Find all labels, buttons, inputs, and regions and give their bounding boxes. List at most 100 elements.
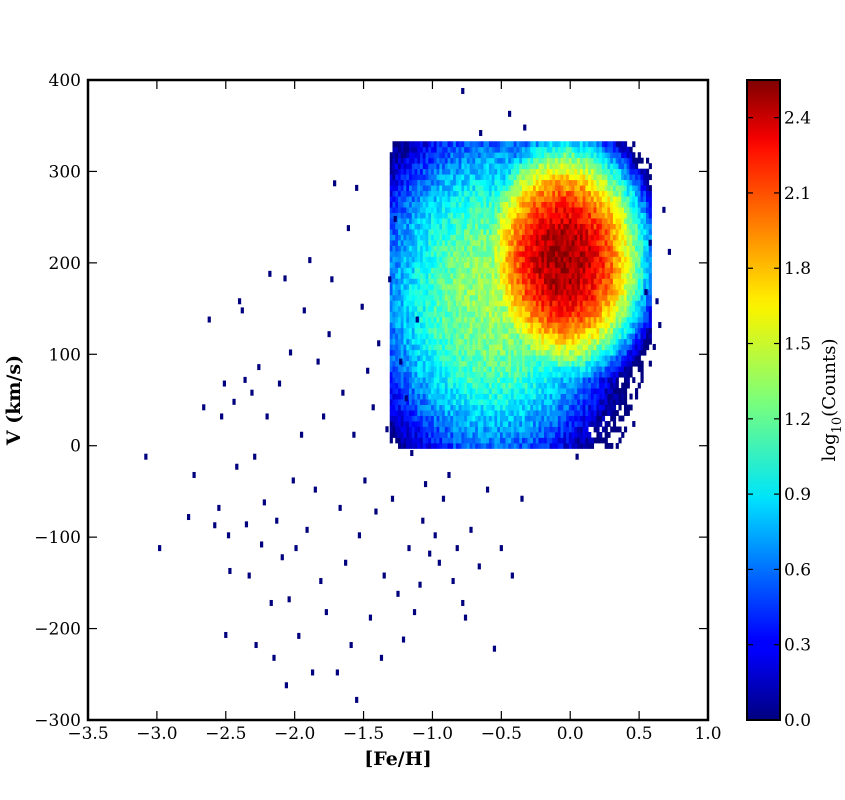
density-cell — [453, 404, 457, 411]
density-cell — [533, 185, 537, 192]
density-cell — [544, 141, 548, 148]
density-cell — [549, 174, 553, 181]
density-cell — [615, 278, 619, 285]
density-cell — [610, 294, 614, 301]
density-cell — [615, 196, 619, 202]
density-cell — [596, 174, 600, 181]
density-cell — [450, 223, 454, 230]
density-cell — [533, 141, 537, 148]
density-cell — [549, 278, 553, 285]
density-cell — [497, 426, 501, 433]
density-cell — [626, 234, 630, 241]
density-cell — [637, 207, 641, 213]
density-cell — [453, 311, 457, 318]
density-cell — [403, 410, 407, 416]
density-cell — [571, 267, 575, 274]
density-cell — [557, 410, 561, 416]
density-cell — [612, 294, 617, 301]
density-cell — [535, 393, 539, 400]
density-cell — [604, 229, 608, 235]
density-cell — [392, 338, 396, 345]
density-cell — [541, 442, 545, 449]
density-cell — [555, 272, 559, 279]
density-cell — [447, 305, 451, 312]
density-cell — [607, 272, 611, 279]
density-cell — [579, 371, 584, 378]
density-cell — [453, 327, 457, 334]
density-cell — [601, 393, 606, 400]
density-cell — [395, 146, 399, 153]
density-cell — [555, 229, 559, 235]
density-cell — [601, 141, 606, 148]
density-cell — [466, 141, 471, 148]
density-cell — [566, 371, 570, 378]
density-cell — [634, 168, 639, 175]
density-cell — [566, 333, 570, 340]
density-cell — [444, 305, 448, 312]
density-cell — [524, 218, 528, 224]
density-cell — [596, 212, 600, 219]
density-cell — [527, 360, 531, 367]
density-cell — [464, 442, 468, 449]
density-cell — [563, 185, 567, 192]
density-cell — [477, 432, 482, 438]
density-cell — [497, 338, 501, 345]
density-cell — [450, 311, 454, 318]
density-cell — [582, 256, 586, 263]
density-cell — [491, 437, 495, 444]
density-cell — [524, 349, 528, 356]
density-cell — [544, 168, 548, 175]
density-cell — [541, 179, 545, 186]
density-cell — [406, 360, 410, 367]
density-cell — [499, 245, 504, 252]
density-cell — [497, 234, 501, 241]
density-cell — [510, 163, 515, 170]
density-cell — [593, 157, 597, 164]
density-cell — [444, 294, 448, 301]
density-cell — [389, 218, 393, 224]
density-cell — [389, 311, 393, 318]
density-cell — [533, 349, 537, 356]
density-cell — [555, 410, 559, 416]
density-cell — [439, 141, 443, 148]
density-cell — [541, 316, 545, 323]
density-cell — [571, 278, 575, 285]
density-cell — [571, 174, 575, 181]
density-cell — [406, 207, 410, 213]
density-cell — [544, 300, 548, 307]
density-cell — [414, 410, 418, 416]
density-cell — [447, 245, 451, 252]
density-cell — [607, 234, 611, 241]
density-cell — [618, 388, 622, 394]
density-cell — [420, 393, 424, 400]
density-cell — [615, 212, 619, 219]
density-cell — [411, 245, 415, 252]
density-cell — [541, 300, 545, 307]
density-cell — [579, 267, 584, 274]
density-cell — [552, 196, 556, 202]
density-cell — [590, 371, 595, 378]
density-cell — [513, 234, 517, 241]
density-cell — [538, 404, 542, 411]
density-cell — [497, 190, 501, 197]
density-cell — [568, 322, 572, 329]
density-cell — [582, 283, 586, 290]
density-cell — [513, 305, 517, 312]
density-cell — [629, 267, 633, 274]
density-cell — [563, 229, 567, 235]
density-cell — [428, 289, 432, 296]
density-cell — [499, 300, 504, 307]
density-cell — [637, 360, 641, 367]
density-cell — [590, 141, 595, 148]
density-cell — [516, 327, 520, 334]
density-cell — [406, 272, 410, 279]
density-cell — [491, 371, 495, 378]
density-cell — [596, 393, 600, 400]
density-cell — [486, 212, 490, 219]
density-cell — [546, 360, 550, 367]
density-cell — [541, 410, 545, 416]
density-cell — [488, 333, 493, 340]
density-cell — [450, 316, 454, 323]
density-cell — [530, 207, 534, 213]
density-cell — [472, 442, 476, 449]
